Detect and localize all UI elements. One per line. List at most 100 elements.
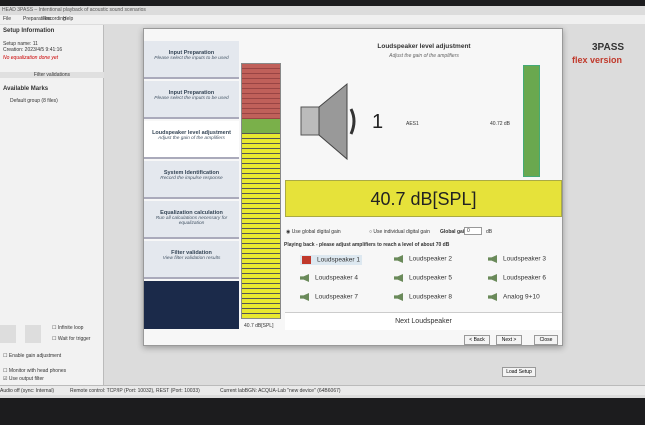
- back-button[interactable]: < Back: [464, 335, 490, 345]
- status-bar: Audio off (sync: Internal) Remote control…: [0, 385, 645, 395]
- speaker-button[interactable]: Loudspeaker 4: [300, 274, 358, 282]
- step-title: Input Preparation: [168, 50, 215, 56]
- speaker-label: Loudspeaker 1: [317, 256, 361, 264]
- step-title: Input Preparation: [168, 90, 215, 96]
- brand-name: 3PASS: [592, 42, 625, 53]
- speaker-button[interactable]: Loudspeaker 1: [300, 255, 363, 265]
- checkbox-label: Enable gain adjustment: [8, 353, 62, 359]
- meter-label: 40.7 dB[SPL]: [244, 323, 274, 329]
- step-title: Filter validation: [171, 250, 212, 256]
- speaker-label: Loudspeaker 7: [315, 293, 359, 301]
- brand-edition: flex version: [572, 55, 623, 65]
- radio[interactable]: ○ Use individual digital gain: [369, 229, 430, 235]
- setup-title: Setup Information: [3, 28, 55, 34]
- wizard-subtitle: Adjust the gain of the amplifiers: [389, 53, 459, 59]
- gain-unit: dB: [486, 229, 493, 235]
- next-speaker-button[interactable]: Next Loudspeaker: [285, 312, 562, 330]
- speaker-button[interactable]: Loudspeaker 8: [394, 293, 452, 301]
- close-button[interactable]: Close: [534, 335, 558, 345]
- step-description: Record the impulse response: [160, 176, 223, 181]
- screen: HEAD 3PASS – Intentional playback of aco…: [0, 6, 645, 398]
- speaker-button[interactable]: Loudspeaker 5: [394, 274, 452, 282]
- status-item: Current labBGN: ACQUA-Lab "new device" (…: [220, 388, 341, 394]
- load-setup-button[interactable]: Load Setup: [502, 367, 536, 377]
- checkbox[interactable]: ☐ Monitor with head phones: [3, 368, 67, 374]
- step-description: Adjust the gain of the amplifiers: [158, 136, 225, 141]
- setup-warning: No equalization done yet: [3, 55, 59, 61]
- wizard-step[interactable]: Input Preparation Please select the input…: [144, 41, 239, 79]
- radio[interactable]: ◉ Use global digital gain: [286, 229, 341, 235]
- gain-input[interactable]: 0: [464, 227, 482, 235]
- speaker-label: Loudspeaker 5: [409, 274, 453, 282]
- radio-label: Use global digital gain: [291, 229, 341, 235]
- channel-input: AES1: [406, 121, 419, 127]
- checkbox-label: Use output filter: [8, 376, 44, 382]
- speaker-label: Loudspeaker 3: [503, 255, 547, 263]
- step-title: Loudspeaker level adjustment: [152, 130, 231, 136]
- next-button[interactable]: Next >: [496, 335, 522, 345]
- menu-bar: File Preparations Recording Help: [0, 15, 645, 24]
- channel-bar: [523, 65, 540, 177]
- option-label: Wait for trigger: [57, 336, 91, 342]
- speaker-button[interactable]: Analog 9+10: [488, 293, 540, 301]
- step-description: Please select the inputs to be used: [154, 56, 229, 61]
- step-description: Please select the inputs to be used: [154, 96, 229, 101]
- menu-item[interactable]: Recording: [43, 16, 66, 22]
- stop-button[interactable]: [25, 325, 41, 343]
- speaker-icon: [300, 274, 309, 282]
- marks-title: Available Marks: [3, 86, 49, 92]
- speaker-icon: [394, 255, 403, 263]
- speaker-label: Loudspeaker 6: [503, 274, 547, 282]
- speaker-icon: [488, 274, 497, 282]
- option[interactable]: ☐ Infinite loop: [52, 325, 84, 331]
- speaker-label: Loudspeaker 4: [315, 274, 359, 282]
- speaker-icon: [302, 256, 311, 264]
- wizard-dialog: Input Preparation Please select the input…: [143, 28, 563, 346]
- step-list: Input Preparation Please select the input…: [144, 41, 239, 329]
- wizard-step[interactable]: Filter validation View filter validation …: [144, 241, 239, 279]
- speaker-label: Analog 9+10: [503, 293, 540, 301]
- menu-item[interactable]: Help: [63, 16, 74, 22]
- wizard-step[interactable]: Input Preparation Please select the input…: [144, 81, 239, 119]
- checkbox[interactable]: ☐ Enable gain adjustment: [3, 353, 62, 359]
- filter-validations-button[interactable]: Filter validations: [0, 72, 104, 78]
- step-description: View filter validation results: [162, 256, 221, 261]
- speaker-button[interactable]: Loudspeaker 2: [394, 255, 452, 263]
- speaker-icon: [394, 274, 403, 282]
- step-title: Equalization calculation: [160, 210, 223, 216]
- status-item: Remote control: TCP/IP (Port: 10032), RE…: [70, 388, 200, 394]
- option-label: Infinite loop: [57, 325, 84, 331]
- wizard-step[interactable]: Equalization calculation Run all calculat…: [144, 201, 239, 239]
- window-title: HEAD 3PASS – Intentional playback of aco…: [2, 7, 146, 13]
- radio-label: Use individual digital gain: [373, 229, 430, 235]
- level-meter: [241, 63, 281, 319]
- menu-item[interactable]: File: [3, 16, 12, 22]
- play-button[interactable]: [0, 325, 16, 343]
- speaker-icon: [300, 82, 356, 161]
- speaker-icon: [488, 255, 497, 263]
- speaker-button[interactable]: Loudspeaker 7: [300, 293, 358, 301]
- setup-line: Setup name: 11: [3, 41, 38, 47]
- level-display: 40.7 dB[SPL]: [285, 180, 562, 217]
- step-title: System Identification: [163, 170, 220, 176]
- wizard-step[interactable]: System Identification Record the impulse …: [144, 161, 239, 199]
- step-footer: [144, 281, 239, 329]
- status-item: Audio off (sync: Internal): [0, 388, 55, 394]
- instruction: Playing back - please adjust amplifiers …: [284, 242, 450, 248]
- checkbox[interactable]: ☑ Use output filter: [3, 376, 44, 382]
- speaker-button[interactable]: Loudspeaker 3: [488, 255, 546, 263]
- speaker-icon: [394, 293, 403, 301]
- gain-label: Global gain:: [440, 229, 469, 235]
- option[interactable]: ☐ Wait for trigger: [52, 336, 91, 342]
- menu-item[interactable]: Preparations: [23, 16, 52, 22]
- wizard-step[interactable]: Loudspeaker level adjustment Adjust the g…: [144, 121, 239, 159]
- mark-group[interactable]: Default group (8 files): [10, 98, 58, 104]
- speaker-button[interactable]: Loudspeaker 6: [488, 274, 546, 282]
- speaker-icon: [488, 293, 497, 301]
- channel-level: 40.72 dB: [490, 121, 511, 127]
- step-description: Run all calculations necessary for equal…: [155, 216, 228, 226]
- setup-line: Creation: 2023/4/5 9:41:16: [3, 47, 63, 53]
- speaker-icon: [300, 293, 309, 301]
- wizard-title: Loudspeaker level adjustment: [377, 43, 471, 50]
